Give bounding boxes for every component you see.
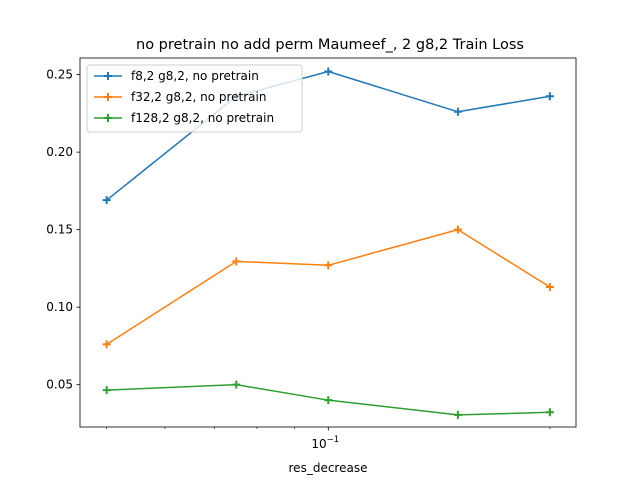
series-1-point bbox=[545, 92, 554, 101]
x-axis: 10−1 bbox=[106, 427, 551, 451]
series-3-point bbox=[232, 380, 241, 389]
x-axis-label: res_decrease bbox=[289, 461, 368, 475]
y-tick-label: 0.10 bbox=[46, 300, 73, 314]
legend: f8,2 g8,2, no pretrain f32,2 g8,2, no pre… bbox=[86, 64, 303, 133]
series-2-point bbox=[324, 261, 333, 270]
legend-marker-3 bbox=[104, 114, 112, 122]
y-tick-label: 0.25 bbox=[46, 68, 73, 82]
x-tick-label-exponent: −1 bbox=[327, 435, 340, 445]
series-2-point bbox=[545, 282, 554, 291]
legend-box bbox=[86, 64, 303, 133]
legend-label-1: f8,2 g8,2, no pretrain bbox=[131, 69, 259, 83]
series-3-point bbox=[102, 386, 111, 395]
chart-title: no pretrain no add perm Maumeef_, 2 g8,2… bbox=[136, 37, 524, 53]
y-tick-label: 0.15 bbox=[46, 223, 73, 237]
y-tick-label: 0.20 bbox=[46, 145, 73, 159]
legend-marker-1 bbox=[104, 72, 112, 80]
x-tick-label-base: 10 bbox=[311, 437, 326, 451]
series-2-point bbox=[453, 225, 462, 234]
series-1-point bbox=[453, 107, 462, 116]
legend-label-3: f128,2 g8,2, no pretrain bbox=[131, 111, 274, 125]
series-2-point bbox=[232, 257, 241, 266]
series-1-point bbox=[324, 67, 333, 76]
y-axis: 0.05 0.10 0.15 0.20 0.25 bbox=[46, 68, 80, 392]
series-3-point bbox=[324, 396, 333, 405]
legend-marker-2 bbox=[104, 93, 112, 101]
y-tick-label: 0.05 bbox=[46, 378, 73, 392]
series-3-point bbox=[545, 408, 554, 417]
series-3-point bbox=[453, 410, 462, 419]
legend-label-2: f32,2 g8,2, no pretrain bbox=[131, 90, 266, 104]
series-1-point bbox=[102, 196, 111, 205]
series-2-point bbox=[102, 340, 111, 349]
x-tick-label: 10−1 bbox=[311, 435, 339, 451]
